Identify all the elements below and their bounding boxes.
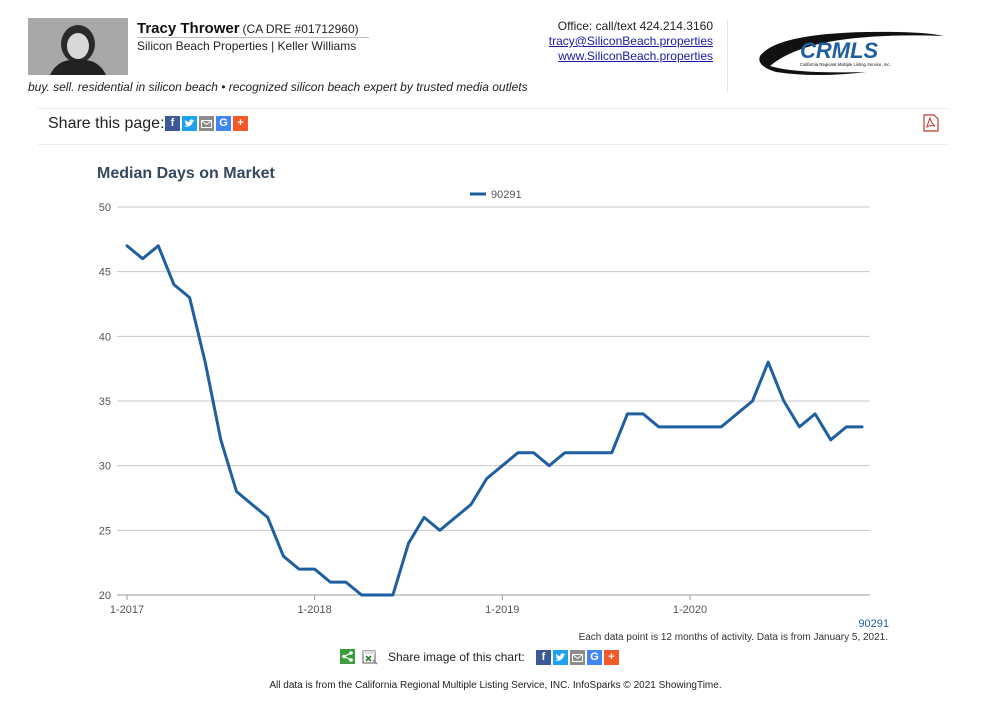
website-link[interactable]: www.SiliconBeach.properties: [558, 49, 713, 63]
excel-icon[interactable]: [362, 649, 378, 665]
facebook-icon[interactable]: f: [536, 650, 551, 665]
legend-label: 90291: [491, 189, 522, 201]
y-tick-label: 20: [99, 590, 111, 602]
share-icon[interactable]: [340, 649, 355, 664]
contact-block: Office: call/text 424.214.3160 tracy@Sil…: [549, 19, 713, 64]
y-tick-label: 40: [99, 331, 111, 343]
pdf-icon[interactable]: [923, 114, 939, 132]
plus-icon[interactable]: +: [233, 116, 248, 131]
x-tick-label: 1-2017: [110, 604, 144, 616]
series-line: [125, 244, 864, 597]
chart-note: Each data point is 12 months of activity…: [578, 632, 888, 643]
chart-title: Median Days on Market: [97, 165, 275, 182]
share-icons: f G +: [165, 116, 248, 131]
share-page-label: Share this page:: [48, 115, 165, 132]
x-tick-label: 1-2020: [673, 604, 707, 616]
y-tick-label: 30: [99, 461, 111, 473]
share-bar: Share this page: f G +: [38, 108, 950, 145]
email-icon[interactable]: [199, 116, 214, 131]
facebook-icon[interactable]: f: [165, 116, 180, 131]
chart: 20 25 30 35 40 45 50 1-2017 1-2018 1-2019 1-2020 90…: [99, 189, 889, 630]
twitter-icon[interactable]: [553, 650, 568, 665]
footer-attribution: All data is from the California Regional…: [269, 680, 722, 691]
email-icon[interactable]: [570, 650, 585, 665]
logo-subtext: California Regional Multiple Listing Ser…: [800, 62, 891, 67]
divider: [727, 20, 728, 92]
share-image-icons: f G +: [536, 650, 619, 665]
google-icon[interactable]: G: [216, 116, 231, 131]
y-tick-label: 25: [99, 525, 111, 537]
agent-name: Tracy Thrower (CA DRE #01712960): [137, 20, 359, 37]
office-phone: Office: call/text 424.214.3160: [557, 19, 713, 33]
twitter-icon[interactable]: [182, 116, 197, 131]
y-tick-label: 50: [99, 202, 111, 214]
divider: [137, 37, 369, 38]
share-image-label: Share image of this chart:: [388, 650, 525, 664]
chart-corner-label: 90291: [858, 618, 889, 630]
agent-company: Silicon Beach Properties | Keller Willia…: [137, 39, 357, 53]
y-tick-label: 35: [99, 396, 111, 408]
agent-tagline: buy. sell. residential in silicon beach …: [28, 80, 528, 94]
x-tick-label: 1-2018: [298, 604, 332, 616]
crmls-logo: CRMLS California Regional Multiple Listi…: [756, 28, 946, 78]
x-tick-label: 1-2019: [485, 604, 519, 616]
agent-license: (CA DRE #01712960): [242, 22, 359, 36]
google-icon[interactable]: G: [587, 650, 602, 665]
plus-icon[interactable]: +: [604, 650, 619, 665]
agent-photo: [28, 18, 128, 75]
y-tick-label: 45: [99, 267, 111, 279]
email-link[interactable]: tracy@SiliconBeach.properties: [548, 34, 713, 48]
logo-text: CRMLS: [800, 38, 879, 63]
agent-header: Tracy Thrower (CA DRE #01712960) Silicon …: [0, 0, 991, 100]
